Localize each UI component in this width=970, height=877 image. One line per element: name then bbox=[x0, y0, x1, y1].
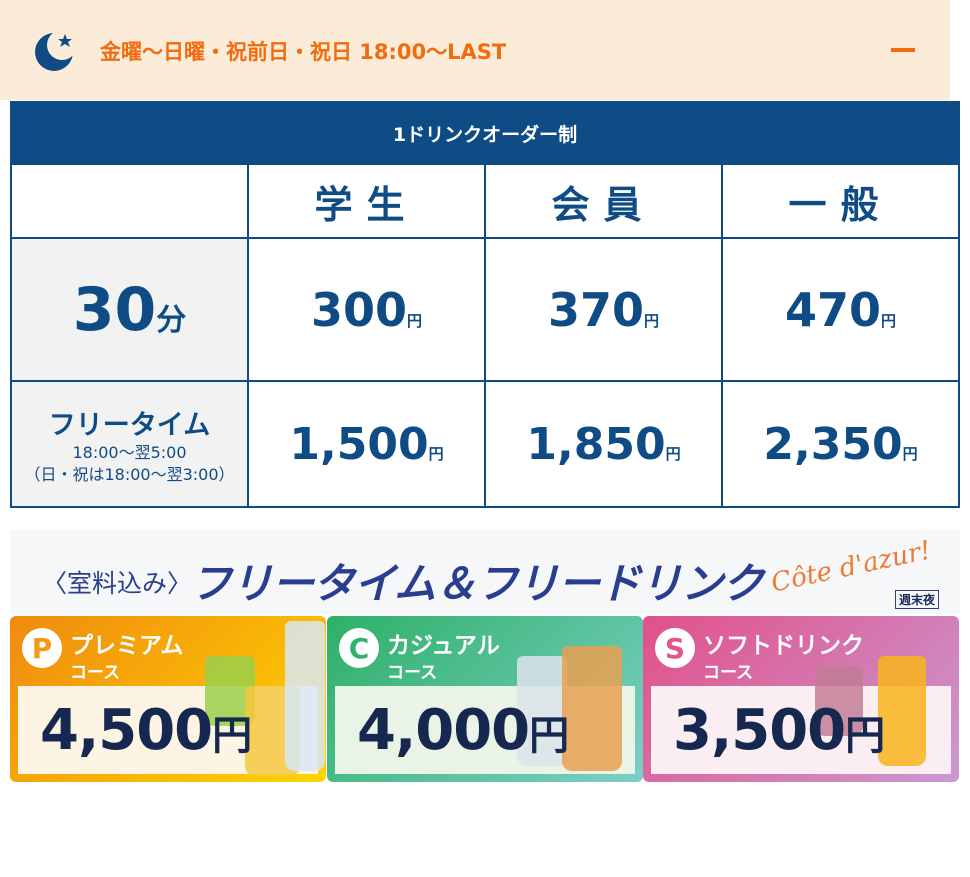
moon-star-icon bbox=[35, 30, 76, 71]
float-image bbox=[878, 656, 926, 766]
course-name: プレミアム bbox=[70, 633, 184, 659]
course-card-premium[interactable]: P プレミアム コース 4,500円 bbox=[10, 616, 326, 782]
column-header: 一般 bbox=[721, 163, 960, 239]
price-table: 1ドリンクオーダー制 学生 会員 一般 30分 300円 370円 470円 フ… bbox=[10, 101, 960, 508]
free-drink-banner: 〈室料込み〉 フリータイム＆フリードリンク Côte d'azur! 週末夜 bbox=[10, 530, 960, 614]
course-label: コース bbox=[387, 663, 438, 683]
time-accordion-header[interactable]: 金曜〜日曜・祝前日・祝日 18:00〜LAST bbox=[0, 0, 950, 100]
softdrink-s-icon: S bbox=[655, 628, 695, 668]
row-label: 30分 bbox=[10, 237, 249, 382]
price-cell: 300円 bbox=[247, 237, 486, 382]
column-header: 学生 bbox=[247, 163, 486, 239]
column-header: 会員 bbox=[484, 163, 723, 239]
price-cell: 2,350円 bbox=[721, 380, 960, 508]
empty-cell bbox=[10, 163, 249, 239]
course-card-casual[interactable]: C カジュアル コース 4,000円 bbox=[327, 616, 643, 782]
row-label: フリータイム 18:00〜翌5:00 （日・祝は18:00〜翌3:00） bbox=[10, 380, 249, 508]
casual-c-icon: C bbox=[339, 628, 379, 668]
course-price: 3,500円 bbox=[673, 698, 885, 763]
table-row: フリータイム 18:00〜翌5:00 （日・祝は18:00〜翌3:00） 1,500… bbox=[10, 380, 960, 508]
price-cell: 1,850円 bbox=[484, 380, 723, 508]
price-cell: 1,500円 bbox=[247, 380, 486, 508]
smoothie-image bbox=[815, 666, 863, 736]
table-caption: 1ドリンクオーダー制 bbox=[10, 101, 960, 165]
banner-title: フリータイム＆フリードリンク bbox=[190, 559, 764, 608]
course-price: 4,000円 bbox=[357, 698, 569, 763]
course-name: カジュアル bbox=[387, 633, 500, 659]
course-price: 4,500円 bbox=[40, 698, 252, 763]
course-label: コース bbox=[70, 663, 121, 683]
beer-tap-image bbox=[285, 621, 325, 771]
table-row: 30分 300円 370円 470円 bbox=[10, 237, 960, 382]
price-cell: 370円 bbox=[484, 237, 723, 382]
highball-image bbox=[517, 656, 567, 766]
whisky-mug-image bbox=[562, 646, 622, 771]
banner-prefix: 〈室料込み〉 bbox=[42, 569, 193, 598]
price-cell: 470円 bbox=[721, 237, 960, 382]
course-card-softdrink[interactable]: S ソフトドリンク コース 3,500円 bbox=[643, 616, 959, 782]
minus-icon[interactable] bbox=[891, 48, 915, 52]
weekend-night-badge: 週末夜 bbox=[895, 590, 940, 609]
accordion-title: 金曜〜日曜・祝前日・祝日 18:00〜LAST bbox=[100, 40, 507, 64]
premium-p-icon: P bbox=[22, 628, 62, 668]
course-label: コース bbox=[703, 663, 754, 683]
course-name: ソフトドリンク bbox=[703, 633, 864, 659]
